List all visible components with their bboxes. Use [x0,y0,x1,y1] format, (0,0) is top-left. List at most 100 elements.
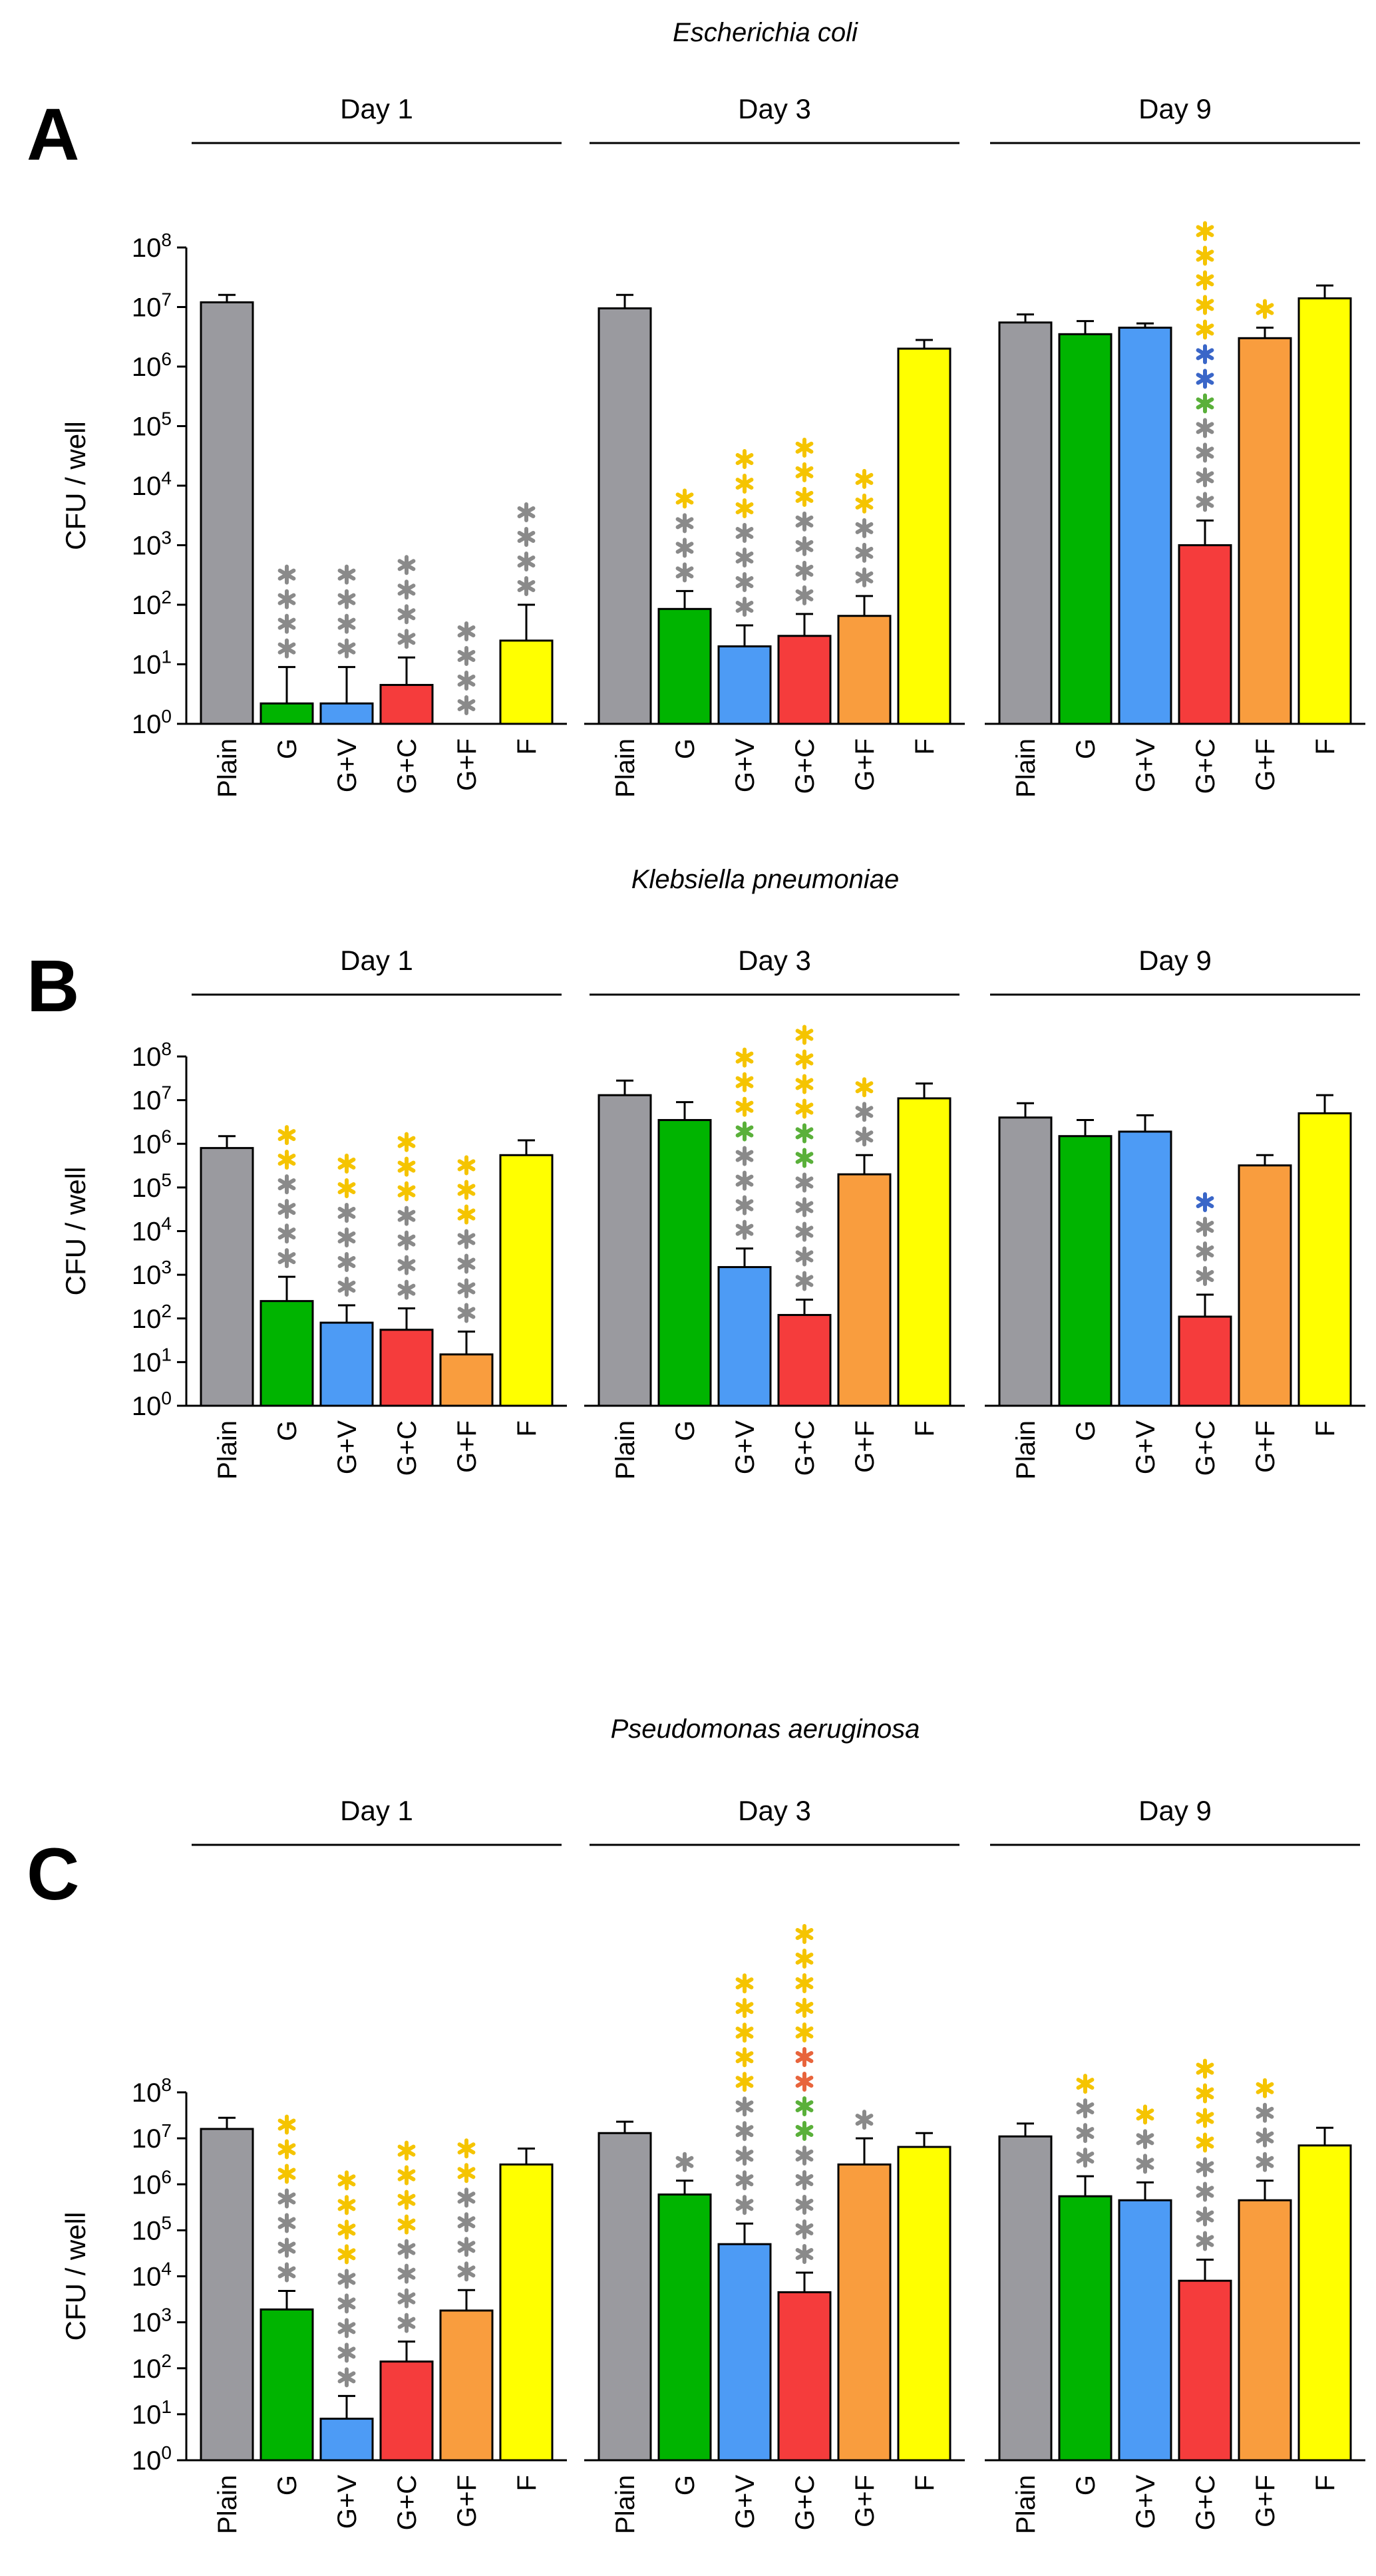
significance-star [855,542,874,563]
y-tick-exponent: 1 [161,2396,172,2417]
significance-star [1196,369,1214,389]
significance-star [1196,295,1214,315]
significance-star [1196,270,1214,291]
significance-star [337,1153,356,1174]
y-tick-label: 103 [132,2305,172,2338]
significance-star [735,523,754,544]
x-tick-label: G+F [452,738,482,791]
y-tick-label: 105 [132,408,172,442]
significance-star [735,1973,754,1994]
significance-star [1196,221,1214,242]
significance-star [1196,1266,1214,1287]
bar [1118,2199,1172,2462]
y-tick-exponent: 4 [161,2259,172,2279]
significance-star [735,2170,754,2191]
significance-star [735,2146,754,2166]
y-tick-exponent: 3 [161,528,172,548]
significance-star [397,1181,416,1202]
significance-star [735,1998,754,2018]
x-tick-label: G+F [1251,1420,1280,1473]
x-tick-label: Plain [611,738,640,798]
significance-star [1256,2102,1274,2123]
y-tick-exponent: 5 [161,1170,172,1190]
bar [1297,2144,1352,2462]
bar [200,1147,254,1407]
significance-star [397,2263,416,2284]
significance-star [1196,2157,1214,2177]
y-tick-label: 107 [132,2120,172,2154]
bar [319,702,374,725]
bar [319,2418,374,2462]
significance-star [337,564,356,585]
bar [837,615,892,725]
significance-star [795,1172,814,1193]
significance-star [457,621,476,641]
significance-star [457,1253,476,1274]
x-tick-label: F [910,2475,940,2491]
bar [598,1094,652,1407]
y-tick-label: 100 [132,706,172,739]
significance-star [277,2114,296,2135]
significance-star [855,1077,874,1098]
significance-star [277,1248,296,1269]
group-label: Day 1 [340,93,413,124]
y-tick-label: 108 [132,1039,172,1072]
y-tick-exponent: 7 [161,2120,172,2141]
panel-label: B [27,945,79,1027]
group-label: Day 3 [738,93,811,124]
y-tick-label: 106 [132,349,172,382]
significance-star [735,1047,754,1068]
significance-star [457,1155,476,1176]
x-tick-label: G+V [731,738,760,792]
y-tick-label: 102 [132,587,172,620]
significance-star [795,2146,814,2166]
significance-star [517,552,536,571]
significance-star [795,560,814,581]
significance-star [457,2138,476,2159]
y-tick-label: 107 [132,1082,172,1116]
significance-star [277,1223,296,1244]
significance-star [337,2293,356,2314]
x-tick-label: G+V [1131,1420,1160,1474]
bar [259,702,314,725]
x-tick-label: F [512,2475,542,2491]
significance-star [735,548,754,568]
x-tick-label: Plain [1011,2475,1041,2534]
significance-star [457,1204,476,1225]
bar [499,2163,554,2462]
significance-star [1136,2154,1154,2174]
x-tick-label: Plain [213,2475,242,2534]
significance-star [675,513,694,534]
significance-star [795,1049,814,1070]
bar [657,2193,712,2462]
significance-star [517,527,536,547]
panel-label: C [27,1834,79,1915]
significance-star [795,2096,814,2117]
significance-star [1196,393,1214,414]
y-tick-exponent: 0 [161,1388,172,1408]
significance-star [457,671,476,691]
x-tick-label: G+F [850,2475,880,2527]
chart-title: Escherichia coli [673,18,858,47]
significance-star [1076,2123,1095,2144]
y-tick-label: 101 [132,1344,172,1377]
significance-star [397,2288,416,2309]
y-tick-exponent: 7 [161,289,172,310]
group-label: Day 1 [340,945,413,976]
bar [499,639,554,725]
y-tick-exponent: 1 [161,647,172,667]
significance-star [1076,2148,1095,2168]
x-tick-label: G+C [1191,738,1220,794]
significance-star [337,2342,356,2363]
bar [379,2360,434,2462]
y-tick-label: 107 [132,289,172,323]
y-tick-label: 104 [132,2259,172,2292]
significance-star [1196,2181,1214,2202]
significance-star [855,518,874,538]
group-label: Day 3 [738,1795,811,1826]
significance-star [517,576,536,596]
significance-star [277,638,296,659]
significance-star [457,1278,476,1299]
